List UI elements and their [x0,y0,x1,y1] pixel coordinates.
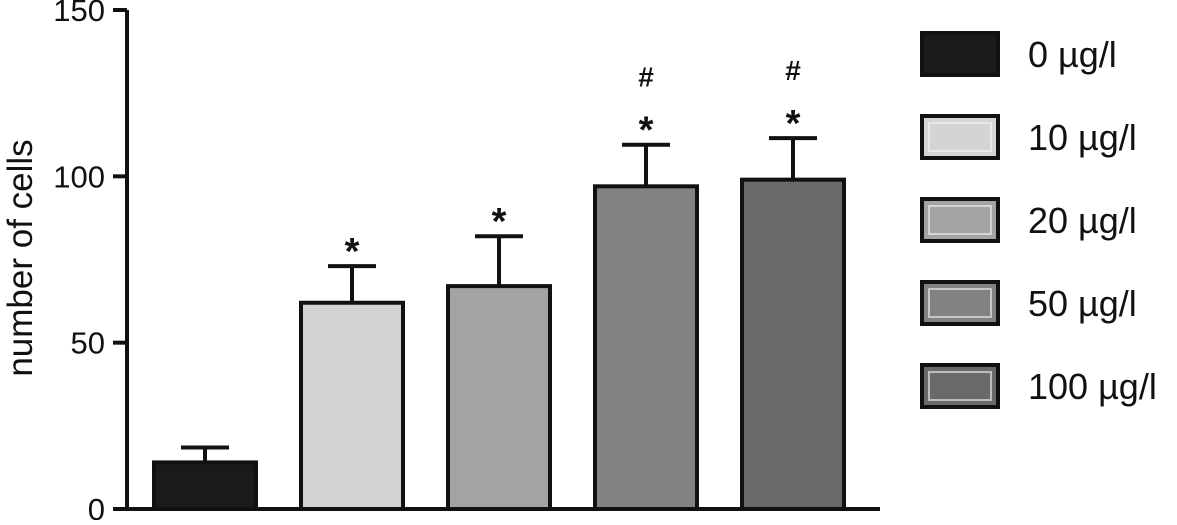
significance-star: * [345,231,360,273]
legend: 0 µg/l 10 µg/l 20 µg/l 50 µg/l 100 µg/l [920,31,1157,409]
significance-star: * [786,103,801,145]
legend-label-4: 100 µg/l [1028,366,1157,407]
significance-hash: # [638,62,654,93]
y-tick-label: 100 [53,159,105,194]
bar-1 [299,300,405,511]
y-tick-label: 50 [71,326,105,361]
significance-hash: # [785,55,801,86]
legend-swatch-highlight [928,288,992,318]
legend-label-2: 20 µg/l [1028,200,1137,241]
legend-label-0: 0 µg/l [1028,34,1117,75]
legend-swatch-highlight [928,122,992,152]
bar-0 [152,460,258,511]
significance-star: * [639,110,654,152]
bar-3 [593,184,699,512]
bars: * * * # * # [152,55,846,512]
y-tick-label: 0 [88,492,105,520]
y-axis-label: number of cells [1,139,40,376]
legend-label-1: 10 µg/l [1028,117,1137,158]
legend-swatch-highlight [928,205,992,235]
significance-star: * [492,201,507,243]
legend-label-3: 50 µg/l [1028,283,1137,324]
legend-swatch-highlight [928,371,992,401]
bar-2 [446,284,552,512]
bar-4 [740,177,846,511]
y-tick-label: 150 [53,0,105,28]
legend-swatch-0 [920,31,1000,77]
